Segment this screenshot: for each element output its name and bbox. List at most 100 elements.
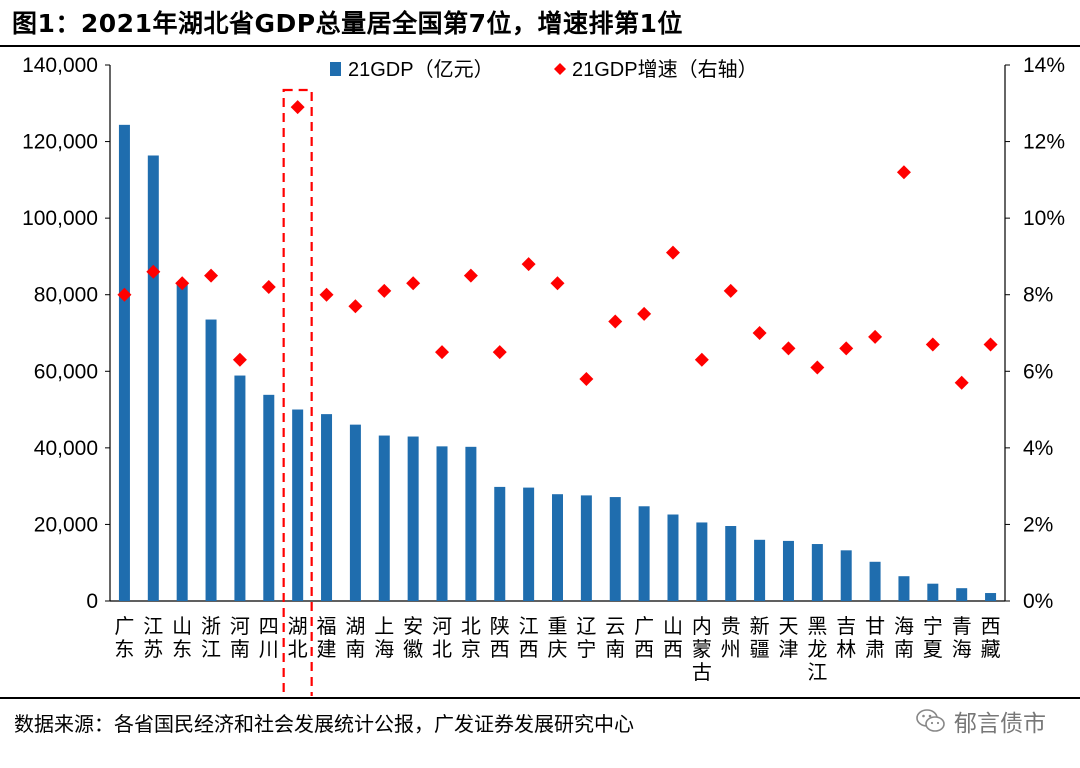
growth-marker-广西 xyxy=(637,306,652,321)
bar-重庆 xyxy=(552,494,563,601)
legend-bar-label: 21GDP（亿元） xyxy=(348,58,494,81)
left-tick-label: 80,000 xyxy=(34,284,98,307)
bar-青海 xyxy=(956,588,968,601)
growth-marker-北京 xyxy=(463,268,478,283)
x-tick-label: 海南 xyxy=(894,615,914,661)
x-tick-label: 河南 xyxy=(230,615,250,661)
growth-marker-海南 xyxy=(896,165,911,180)
growth-marker-福建 xyxy=(319,287,334,302)
gdp-chart: 0 20,000 40,000 60,000 80,000 100,000 120,000 1… xyxy=(22,54,1065,696)
x-tick-label: 西藏 xyxy=(981,616,1001,661)
growth-marker-山西 xyxy=(665,245,680,260)
legend-growth-label: 21GDP增速（右轴） xyxy=(572,58,758,81)
figure-title: 图1：2021年湖北省GDP总量居全国第7位，增速排第1位 xyxy=(12,9,683,38)
growth-marker-浙江 xyxy=(204,268,219,283)
growth-marker-黑龙江 xyxy=(810,360,825,375)
bar-安徽 xyxy=(407,436,419,601)
bar-黑龙江 xyxy=(811,544,823,601)
bar-河北 xyxy=(436,446,448,601)
x-tick-label: 江苏 xyxy=(143,615,163,661)
bar-天津 xyxy=(782,540,794,601)
growth-marker-新疆 xyxy=(752,326,767,340)
x-tick-label: 广东 xyxy=(114,615,134,661)
right-tick-label: 14% xyxy=(1023,54,1065,77)
x-tick-label: 黑龙江 xyxy=(807,616,827,684)
left-tick-label: 20,000 xyxy=(34,513,98,536)
growth-marker-河北 xyxy=(435,345,450,360)
left-tick-label: 140,000 xyxy=(22,54,98,77)
growth-marker-内蒙古 xyxy=(694,352,709,367)
x-tick-label: 新疆 xyxy=(750,615,770,661)
growth-marker-陕西 xyxy=(492,345,507,360)
bar-江苏 xyxy=(147,155,159,601)
growth-marker-青海 xyxy=(954,375,969,390)
x-tick-label: 陕西 xyxy=(490,615,510,661)
bar-广西 xyxy=(638,506,650,601)
bar-福建 xyxy=(321,414,333,601)
growth-marker-重庆 xyxy=(550,276,565,291)
x-tick-label: 辽宁 xyxy=(576,615,596,661)
bar-广东 xyxy=(118,124,130,601)
x-tick-label: 上海 xyxy=(374,615,394,661)
x-tick-label: 山西 xyxy=(663,615,683,661)
growth-marker-广东 xyxy=(117,287,132,302)
bar-贵州 xyxy=(725,526,737,601)
growth-marker-西藏 xyxy=(983,337,998,352)
highlight-box-湖北 xyxy=(282,88,313,696)
growth-marker-云南 xyxy=(608,314,623,329)
growth-marker-四川 xyxy=(261,280,276,295)
x-tick-label: 天津 xyxy=(778,616,798,661)
bar-云南 xyxy=(609,497,621,601)
bar-北京 xyxy=(465,446,477,601)
x-tick-label: 青海 xyxy=(952,615,972,661)
right-tick-label: 8% xyxy=(1023,284,1053,307)
x-tick-label: 甘肃 xyxy=(865,615,885,661)
bar-海南 xyxy=(898,576,910,601)
growth-marker-江西 xyxy=(521,257,536,272)
bar-湖南 xyxy=(349,424,361,601)
bar-山东 xyxy=(176,282,188,601)
growth-marker-山东 xyxy=(175,276,190,291)
bar-浙江 xyxy=(205,319,217,601)
growth-marker-安徽 xyxy=(406,276,421,291)
right-tick-label: 0% xyxy=(1023,590,1053,613)
x-tick-label: 福建 xyxy=(317,615,337,661)
growth-marker-湖北 xyxy=(290,100,305,115)
bar-上海 xyxy=(378,435,390,601)
footer-divider xyxy=(0,697,1080,699)
bar-山西 xyxy=(667,514,679,601)
right-tick-label: 4% xyxy=(1023,437,1053,460)
bar-河南 xyxy=(234,375,246,601)
x-tick-label: 重庆 xyxy=(548,615,568,661)
x-tick-label: 北京 xyxy=(461,615,481,661)
watermark: 郁言债市 xyxy=(916,704,1046,738)
bar-辽宁 xyxy=(580,495,592,601)
growth-marker-上海 xyxy=(377,283,392,298)
left-tick-label: 100,000 xyxy=(22,207,98,230)
bar-四川 xyxy=(263,394,275,601)
x-tick-label: 江西 xyxy=(519,615,539,661)
growth-marker-吉林 xyxy=(839,341,854,356)
x-tick-label: 四川 xyxy=(259,616,279,661)
x-tick-label: 浙江 xyxy=(201,615,221,661)
growth-marker-宁夏 xyxy=(925,337,940,352)
x-tick-label: 宁夏 xyxy=(923,615,943,661)
title-divider xyxy=(0,45,1080,47)
data-source: 数据来源：各省国民经济和社会发展统计公报，广发证券发展研究中心 xyxy=(14,712,634,736)
growth-marker-河南 xyxy=(232,352,247,367)
legend-diamond-swatch xyxy=(554,63,566,75)
right-tick-label: 12% xyxy=(1023,131,1065,154)
bar-江西 xyxy=(523,487,535,601)
wechat-icon xyxy=(916,709,945,732)
bar-宁夏 xyxy=(927,583,939,601)
growth-marker-辽宁 xyxy=(579,371,594,386)
right-tick-label: 2% xyxy=(1023,513,1053,536)
bar-西藏 xyxy=(985,593,997,601)
x-tick-label: 云南 xyxy=(605,616,625,661)
right-tick-label: 6% xyxy=(1023,360,1053,383)
x-tick-label: 内蒙古 xyxy=(692,615,712,684)
bar-甘肃 xyxy=(869,561,881,601)
x-tick-label: 河北 xyxy=(432,615,452,661)
x-tick-label: 广西 xyxy=(634,615,654,661)
growth-marker-甘肃 xyxy=(868,329,883,344)
